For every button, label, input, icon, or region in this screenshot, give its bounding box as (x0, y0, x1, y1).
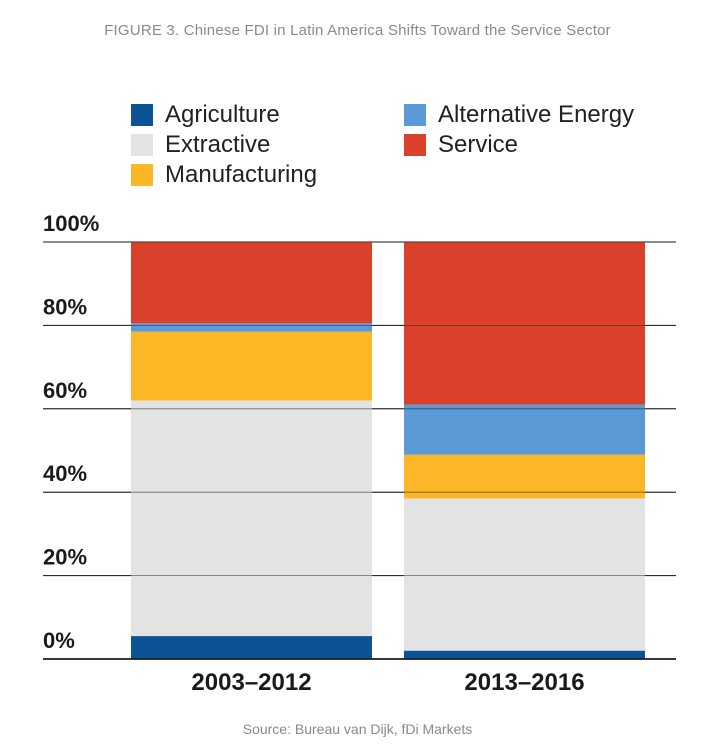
y-tick-label-0: 0% (43, 628, 75, 653)
bar-1-agriculture (404, 650, 645, 659)
bar-1-extractive (404, 498, 645, 651)
bar-0-service (131, 242, 372, 324)
chart-title: FIGURE 3. Chinese FDI in Latin America S… (104, 22, 611, 39)
bar-1-manufacturing (404, 454, 645, 499)
x-axis-labels: 2003–2012 2013–2016 (191, 669, 584, 696)
legend-swatch-alternative-energy (404, 104, 426, 126)
legend: Agriculture Extractive Manufacturing Alt… (0, 0, 715, 200)
legend-item-agriculture: Agriculture (131, 100, 280, 130)
legend-item-service: Service (404, 130, 518, 160)
y-tick-label-4: 80% (43, 294, 87, 319)
x-category-label-0: 2003–2012 (191, 669, 311, 696)
bar-0-agriculture (131, 636, 372, 659)
x-category-label-1: 2013–2016 (464, 669, 584, 696)
y-tick-label-1: 20% (43, 545, 87, 570)
legend-swatch-agriculture (131, 104, 153, 126)
legend-swatch-service (404, 134, 426, 156)
source-note: Source: Bureau van Dijk, fDi Markets (242, 721, 473, 737)
legend-label-service: Service (438, 131, 519, 158)
y-axis-labels: 0% 20% 40% 60% 80% 100% (43, 211, 99, 653)
legend-item-alternative-energy: Alternative Energy (404, 100, 634, 130)
bars (43, 241, 676, 660)
legend-item-manufacturing: Manufacturing (131, 160, 317, 190)
legend-label-alternative-energy: Alternative Energy (438, 101, 635, 128)
bar-0-alternative-energy (131, 323, 372, 332)
y-tick-label-5: 100% (43, 211, 99, 236)
bar-0-manufacturing (131, 331, 372, 401)
legend-swatch-extractive (131, 134, 153, 156)
y-tick-label-3: 60% (43, 378, 87, 403)
legend-label-extractive: Extractive (165, 131, 271, 158)
y-tick-label-2: 40% (43, 461, 87, 486)
legend-item-extractive: Extractive (131, 130, 270, 160)
legend-swatch-manufacturing (131, 164, 153, 186)
bar-1-alternative-energy (404, 404, 645, 455)
legend-label-agriculture: Agriculture (165, 101, 280, 128)
bar-1-service (404, 242, 645, 405)
bar-0-extractive (131, 400, 372, 637)
legend-label-manufacturing: Manufacturing (165, 161, 318, 188)
